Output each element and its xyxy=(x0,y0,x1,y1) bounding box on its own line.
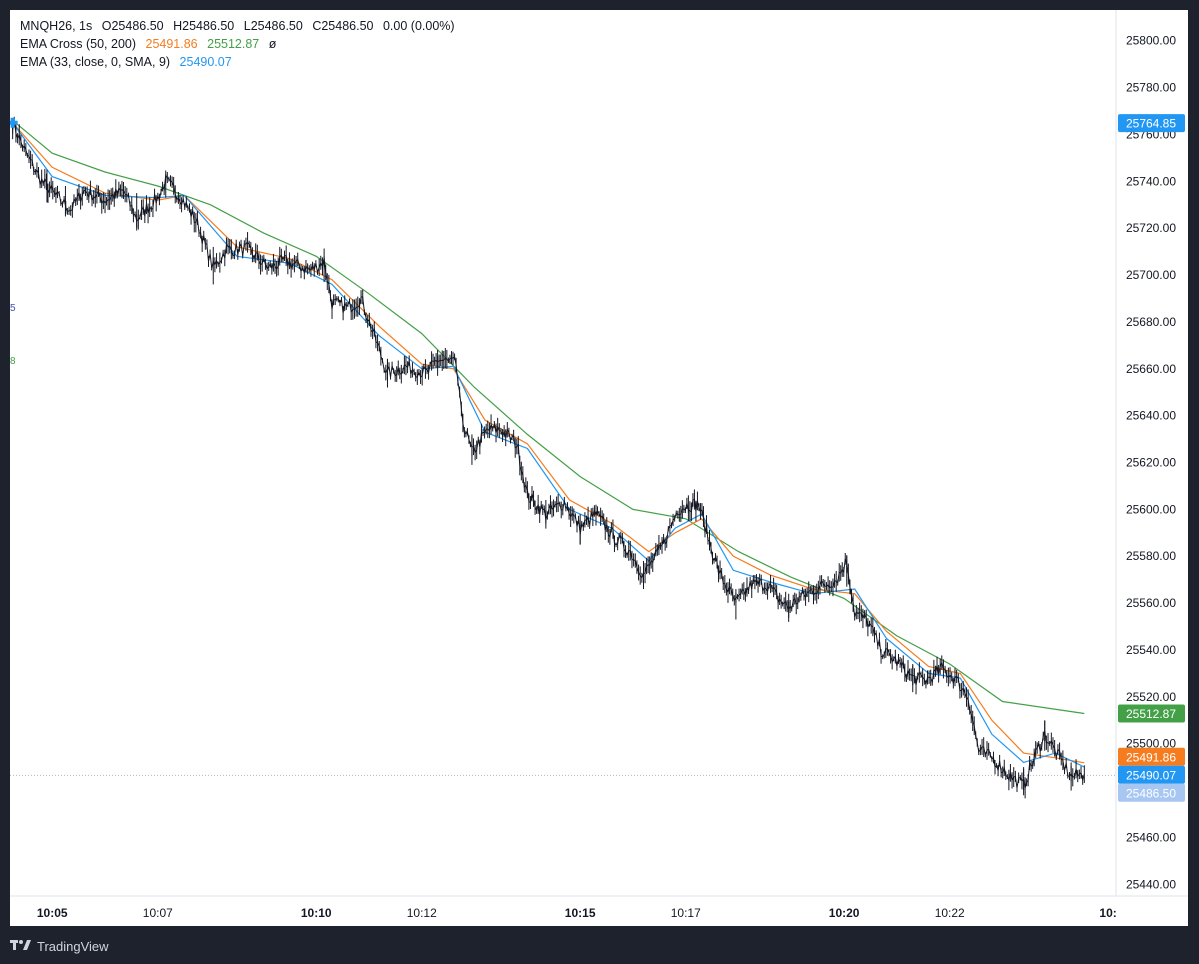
time-tick-label: 10:12 xyxy=(407,906,437,920)
footer-bar: TradingView xyxy=(10,936,109,956)
ema-33-line xyxy=(12,122,1085,768)
side-marker-2: 8 xyxy=(10,356,16,367)
side-marker-1: 5 xyxy=(10,303,16,314)
change-value: 0.00 (0.00%) xyxy=(382,19,455,33)
ema-label[interactable]: EMA (33, close, 0, SMA, 9) xyxy=(20,55,171,69)
price-tick-label: 25520.00 xyxy=(1126,690,1176,704)
price-tick-label: 25700.00 xyxy=(1126,268,1176,282)
start-marker xyxy=(10,117,15,128)
time-axis[interactable]: 10:05 10:07 10:10 10:12 10:15 10:17 10:20 10:22… xyxy=(37,906,1117,920)
symbol-label[interactable]: MNQH26, 1s xyxy=(20,19,93,33)
price-chart[interactable]: 25440.0025460.0025480.0025500.0025520.00… xyxy=(10,10,1188,926)
price-tick-label: 25800.00 xyxy=(1126,34,1176,48)
price-tag-fast-label: 25491.86 xyxy=(1126,750,1176,764)
ema-value: 25490.07 xyxy=(179,55,232,69)
price-tag-start xyxy=(1118,114,1185,133)
price-tick-label: 25580.00 xyxy=(1126,549,1176,563)
time-tick-label: 10:15 xyxy=(565,906,596,920)
legend-ema-row[interactable]: EMA (33, close, 0, SMA, 9) 25490.07 xyxy=(20,54,238,70)
low-value: 25486.50 xyxy=(250,19,303,33)
chart-panel[interactable]: 25440.0025460.0025480.0025500.0025520.00… xyxy=(10,10,1188,926)
price-tag-last-label: 25486.50 xyxy=(1126,786,1176,800)
open-key: O xyxy=(101,19,112,33)
price-tag-ema-label: 25490.07 xyxy=(1126,768,1176,782)
time-tick-label: 10:20 xyxy=(829,906,860,920)
ema-50-line xyxy=(12,122,1085,764)
ema-200-line xyxy=(12,119,1085,715)
price-tick-label: 25440.00 xyxy=(1126,877,1176,891)
price-tick-label: 25560.00 xyxy=(1126,596,1176,610)
price-tag-slow xyxy=(1118,704,1185,723)
price-tick-label: 25720.00 xyxy=(1126,221,1176,235)
price-tick-label: 25540.00 xyxy=(1126,643,1176,657)
ema-cross-fast-value: 25491.86 xyxy=(145,37,198,51)
price-tick-label: 25640.00 xyxy=(1126,409,1176,423)
price-tick-label: 25680.00 xyxy=(1126,315,1176,329)
legend-ema-cross-row[interactable]: EMA Cross (50, 200) 25491.86 25512.87 ø xyxy=(20,36,282,52)
tradingview-logo-icon[interactable] xyxy=(10,938,32,955)
legend-symbol-row[interactable]: MNQH26, 1s O25486.50 H25486.50 L25486.50… xyxy=(20,18,461,34)
open-value: 25486.50 xyxy=(111,19,164,33)
price-tag-last xyxy=(1118,783,1185,802)
candles xyxy=(10,116,1085,799)
low-key: L xyxy=(243,19,251,33)
price-axis[interactable]: 25440.0025460.0025480.0025500.0025520.00… xyxy=(10,10,1188,897)
time-tick-label: 10:17 xyxy=(671,906,701,920)
ema-cross-slow-value: 25512.87 xyxy=(207,37,260,51)
time-tick-label: 10: xyxy=(1099,906,1116,920)
ema-cross-label[interactable]: EMA Cross (50, 200) xyxy=(20,37,137,51)
price-tick-label: 25460.00 xyxy=(1126,830,1176,844)
close-value: 25486.50 xyxy=(321,19,374,33)
ema-cross-flag: ø xyxy=(268,37,277,51)
high-key: H xyxy=(173,19,183,33)
high-value: 25486.50 xyxy=(182,19,235,33)
price-tick-label: 25660.00 xyxy=(1126,362,1176,376)
time-tick-label: 10:05 xyxy=(37,906,68,920)
price-tick-label: 25500.00 xyxy=(1126,737,1176,751)
price-tag-slow-label: 25512.87 xyxy=(1126,707,1176,721)
price-tick-label: 25740.00 xyxy=(1126,174,1176,188)
price-tag-start-label: 25764.85 xyxy=(1126,117,1176,131)
price-tag-fast xyxy=(1118,747,1185,766)
close-key: C xyxy=(312,19,322,33)
time-tick-label: 10:10 xyxy=(301,906,332,920)
price-series xyxy=(12,120,1085,789)
price-tick-label: 25780.00 xyxy=(1126,81,1176,95)
price-tick-label: 25600.00 xyxy=(1126,502,1176,516)
price-tick-label: 25620.00 xyxy=(1126,456,1176,470)
price-tag-ema xyxy=(1118,765,1185,784)
time-tick-label: 10:07 xyxy=(143,906,173,920)
price-tags: 25764.85 25512.87 25491.86 25490.07 25486.50 xyxy=(1118,114,1185,802)
brand-label[interactable]: TradingView xyxy=(37,938,109,954)
time-tick-label: 10:22 xyxy=(935,906,965,920)
